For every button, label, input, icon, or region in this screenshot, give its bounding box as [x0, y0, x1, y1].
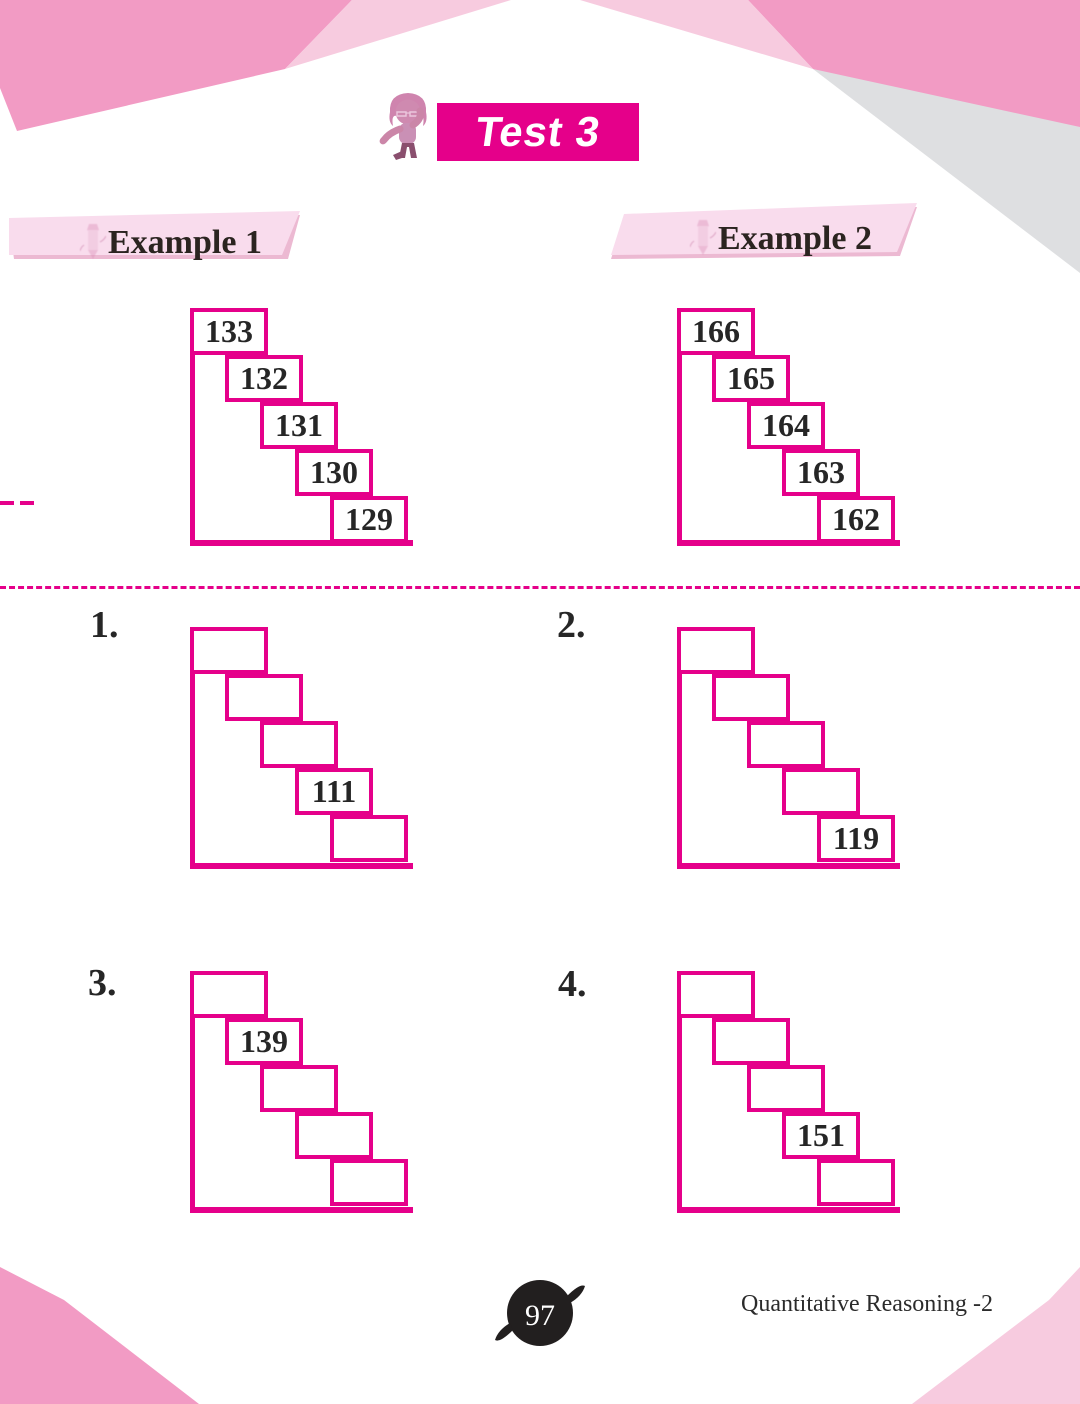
svg-text:97: 97 [525, 1299, 555, 1332]
